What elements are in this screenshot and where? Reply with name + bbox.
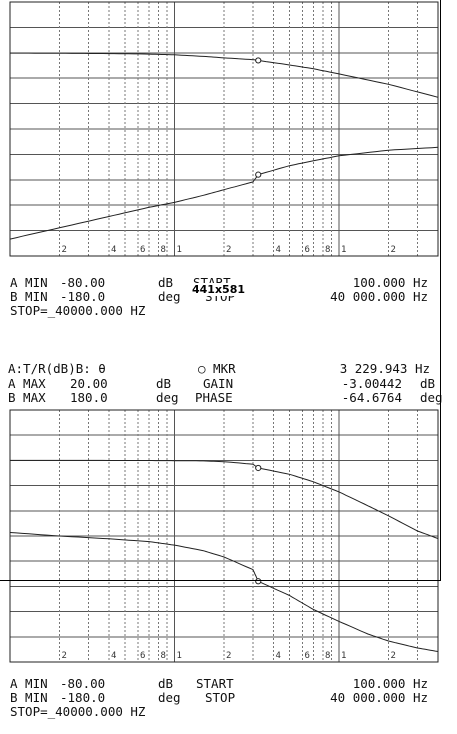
plot2-stop-line: STOP=_40000.000 HZ [10,704,146,719]
plot1-x-tick-label: 8 [161,245,166,255]
plot2-a-min-unit: dB [158,676,174,691]
plot2-a-max-label: A MAX [8,376,46,391]
plot1-marker-phase [255,171,262,178]
plot1-trace-phase [9,146,439,240]
plot1-x-tick-label: 2 [226,245,231,255]
plot1-b-min-unit: deg [158,289,181,304]
plot2-a-min-value: -80.00 [60,676,106,691]
plot1-x-tick-label: 4 [111,245,116,255]
plot2-mode: A:T/R(dB)B: θ [8,361,106,376]
plot1-frame [9,1,439,257]
plot1-marker-gain [255,57,262,64]
plot1-a-min-value: -80.00 [60,275,106,290]
overlay-frame-bottom [0,580,441,581]
plot1-grid [10,2,438,256]
plot2-a-min-label: A MIN [10,676,48,691]
plot2-b-max-unit: deg [156,390,179,405]
plot2-grid [10,410,438,662]
plot1-x-tick-label: 8 [325,245,330,255]
plot2-start-value: 100.000 Hz [352,676,428,691]
plot2-x-tick-label: 6 [140,651,145,661]
plot2-x-tick-label: 8 [325,651,330,661]
plot2-b-max-value: 180.0 [70,390,108,405]
plot2-x-tick-label: 2 [390,651,395,661]
plot2-stop-label: STOP [205,690,236,705]
plot1-x-tick-label: 2 [390,245,395,255]
plot2-phase-value: -64.6764 [341,390,402,405]
plot1-start-value: 100.000 Hz [352,275,428,290]
plot2-x-tick-label: 1 [176,651,181,661]
plot1-x-tick-label: 6 [304,245,309,255]
plot2-marker-label: ○ MKR [198,361,236,376]
plot2-a-max-unit: dB [156,376,172,391]
plot1-b-min-value: -180.0 [60,289,106,304]
overlay-frame-right [440,0,441,581]
plot2-x-tick-label: 4 [111,651,116,661]
plot2-x-tick-label: 4 [276,651,281,661]
plot1-a-min-label: A MIN [10,275,48,290]
plot2-marker-gain [255,464,262,472]
plot2-a-max-value: 20.00 [70,376,108,391]
plot2-b-min-value: -180.0 [60,690,106,705]
plot1-trace-gain [10,52,439,98]
plot1-b-min-label: B MIN [10,289,48,304]
plot1-stop-value: 40 000.000 Hz [330,289,428,304]
plot2-gain-value: -3.00442 [341,376,402,391]
plot1-x-tick-label: 1 [341,245,346,255]
plot2-x-tick-label: 8 [161,651,166,661]
plot2-x-tick-label: 2 [226,651,231,661]
plot2-marker-freq: 3 229.943 Hz [339,361,430,376]
plot2-start-label: START [196,676,234,691]
plot2-trace-phase [9,532,439,652]
plot2-x-tick-label: 1 [341,651,346,661]
plot2-gain-label: GAIN [203,376,234,391]
overlay-size-badge: 441x581 [192,283,246,296]
plot2-marker-phase [255,578,262,585]
plot1-x-tick-label: 2 [62,245,67,255]
plot2-gain-unit: dB [420,376,436,391]
plot2-x-tick-label: 2 [62,651,67,661]
plot2-stop-value: 40 000.000 Hz [330,690,428,705]
plot2-b-min-label: B MIN [10,690,48,705]
plot2-x-tick-label: 6 [304,651,309,661]
plot2-frame [9,409,439,663]
plot2-phase-label: PHASE [195,390,233,405]
plot1-stop-line: STOP=_40000.000 HZ [10,303,146,318]
plot2-phase-unit: deg [420,390,443,405]
plot1-x-tick-label: 6 [140,245,145,255]
plot2-b-max-label: B MAX [8,390,46,405]
plot2-b-min-unit: deg [158,690,181,705]
plot1-a-min-unit: dB [158,275,174,290]
plot2-trace-gain [10,459,439,539]
plot1-x-tick-label: 1 [176,245,181,255]
plot1-x-tick-label: 4 [276,245,281,255]
